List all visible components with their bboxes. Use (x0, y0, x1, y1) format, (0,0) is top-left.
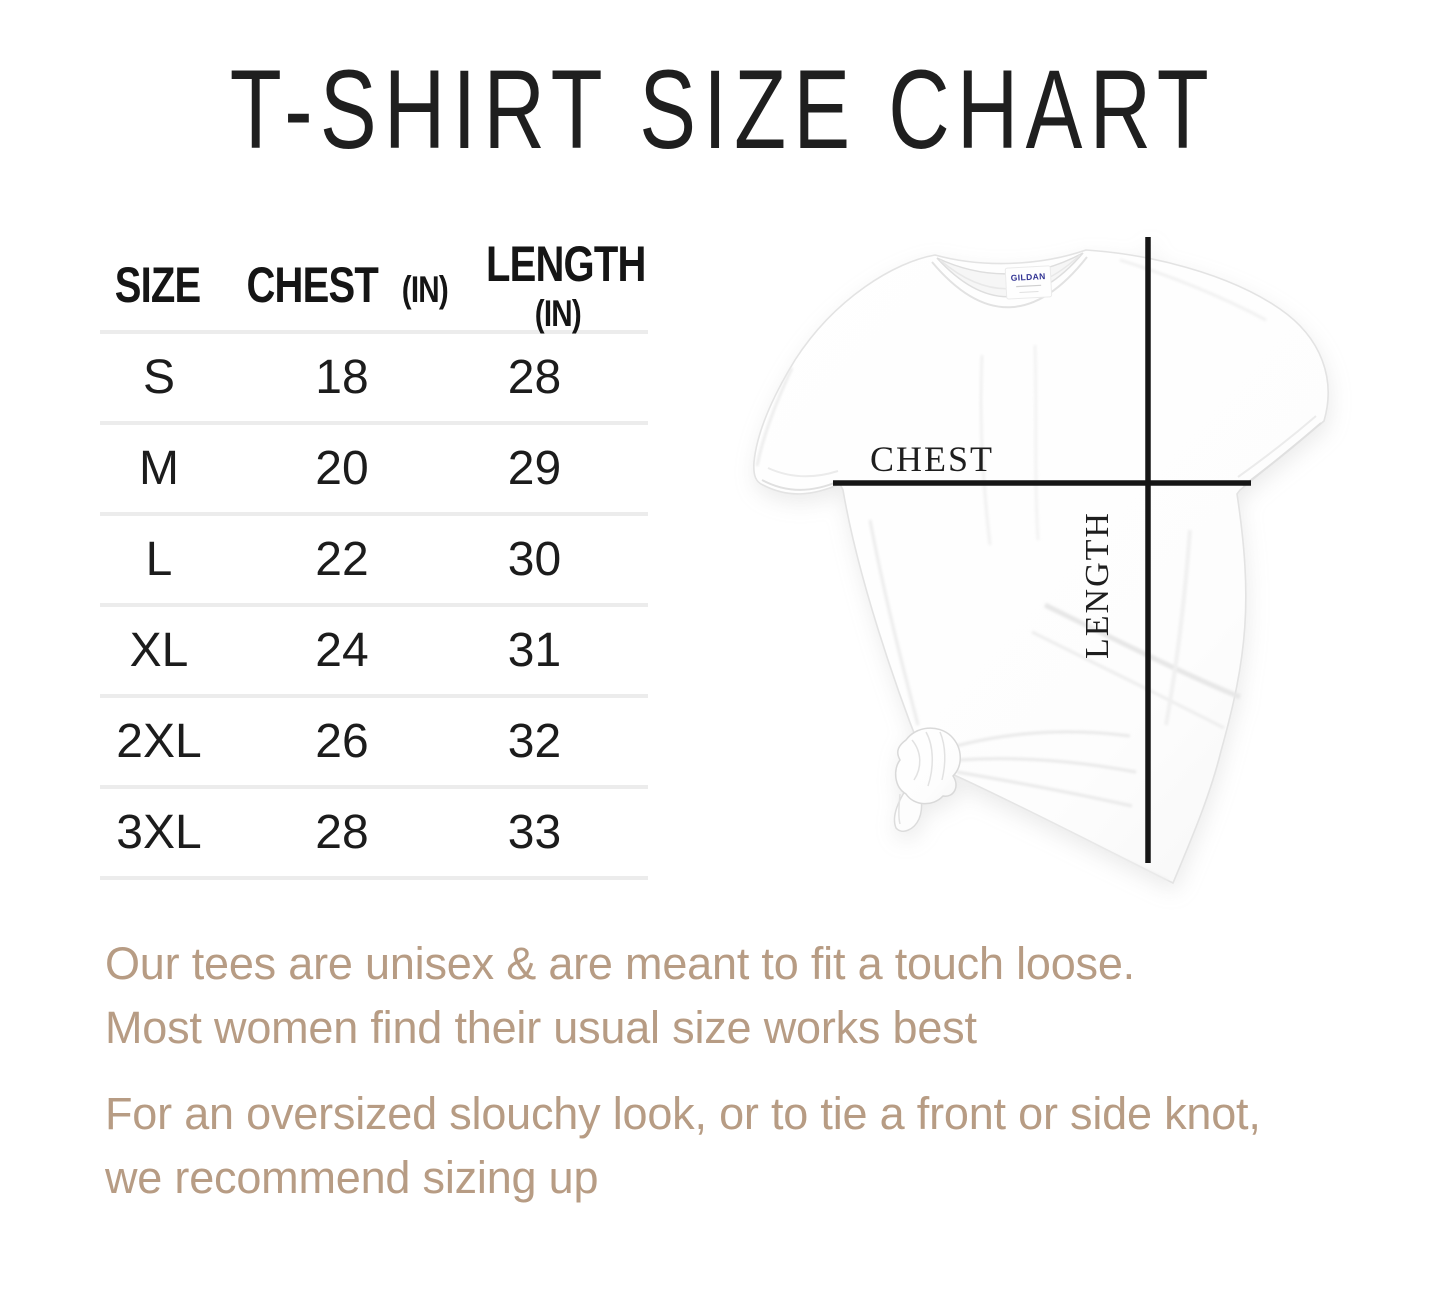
table-row: M 20 29 (100, 421, 648, 512)
fit-notes: Our tees are unisex & are meant to fit a… (105, 932, 1425, 1232)
table-row: L 22 30 (100, 512, 648, 603)
cell-chest: 20 (315, 442, 369, 495)
cell-size: 2XL (116, 715, 202, 768)
table-row: XL 24 31 (100, 603, 648, 694)
brand-label: GILDAN (1010, 271, 1045, 283)
cell-chest: 22 (315, 533, 369, 586)
table-row: 2XL 26 32 (100, 694, 648, 785)
note-line: Most women find their usual size works b… (105, 1002, 977, 1053)
table-header-row: SIZE CHEST (IN) LENGTH(IN) (100, 236, 648, 334)
cell-chest: 18 (315, 351, 369, 404)
cell-length: 31 (507, 624, 562, 677)
header-chest: CHEST (IN) (246, 257, 449, 313)
size-table: SIZE CHEST (IN) LENGTH(IN) S 18 28 M 20 2… (100, 236, 648, 880)
page-title: T-SHIRT SIZE CHART (0, 48, 1445, 171)
cell-size: L (145, 533, 173, 586)
tag-line (1016, 284, 1042, 288)
cell-size: S (142, 351, 175, 404)
cell-length: 33 (507, 806, 562, 859)
cell-chest: 28 (315, 806, 369, 859)
length-label: LENGTH (1079, 511, 1116, 659)
brand-tag: GILDAN (1004, 265, 1053, 300)
header-size: SIZE (115, 257, 202, 313)
header-length: LENGTH(IN) (485, 236, 646, 334)
cell-chest: 24 (315, 624, 369, 677)
sleeve-cuffs (761, 415, 1322, 491)
side-knot (893, 727, 961, 832)
brand-tag-fabric (1004, 265, 1053, 300)
cell-length: 28 (507, 351, 562, 404)
cell-length: 30 (507, 533, 562, 586)
table-row: 3XL 28 33 (100, 785, 648, 880)
cell-chest: 26 (315, 715, 369, 768)
page-title-text: T-SHIRT SIZE CHART (229, 47, 1216, 172)
cell-size: M (139, 442, 179, 495)
cell-size: 3XL (116, 806, 202, 859)
fabric-wrinkles (755, 258, 1267, 881)
fit-note-oversized: For an oversized slouchy look, or to tie… (105, 1082, 1425, 1210)
cell-length: 32 (507, 715, 562, 768)
measurement-overlay: CHEST LENGTH (833, 237, 1251, 863)
note-line: we recommend sizing up (105, 1152, 599, 1203)
note-line: Our tees are unisex & are meant to fit a… (105, 938, 1135, 989)
tshirt-photo: GILDAN CHEST LENGTH (753, 237, 1329, 885)
tag-line (1019, 290, 1039, 293)
chest-label: CHEST (870, 439, 994, 479)
note-line: For an oversized slouchy look, or to tie… (105, 1088, 1261, 1139)
cell-size: XL (129, 624, 189, 677)
cell-length: 29 (507, 442, 562, 495)
fit-note-unisex: Our tees are unisex & are meant to fit a… (105, 932, 1425, 1060)
tshirt-diagram: GILDAN CHEST LENGTH (700, 180, 1445, 925)
table-row: S 18 28 (100, 330, 648, 421)
